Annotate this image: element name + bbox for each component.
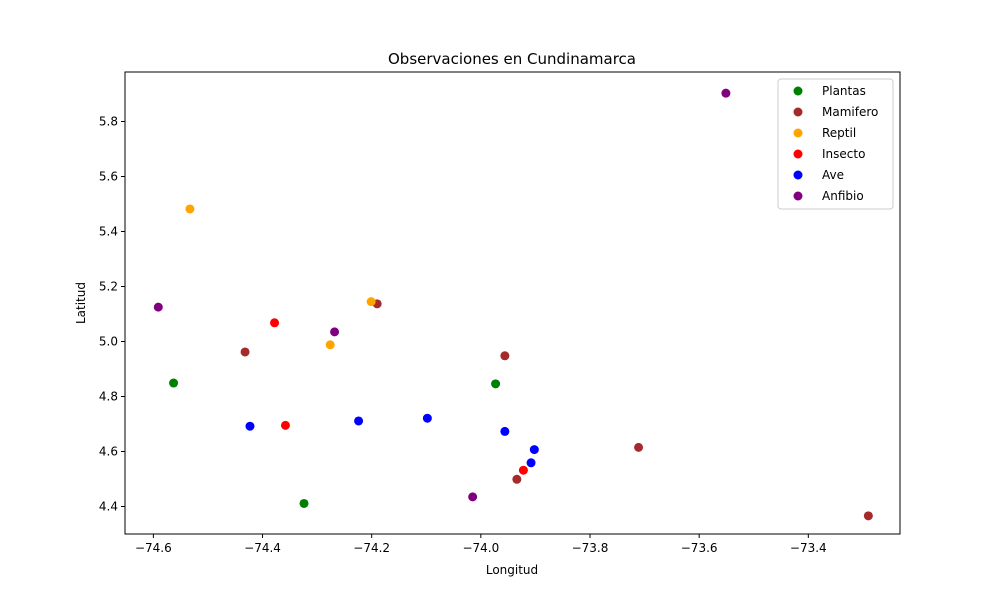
- point-ave: [354, 416, 364, 426]
- legend-label-reptil: Reptil: [822, 126, 856, 140]
- x-tick-label: −73.6: [681, 541, 718, 555]
- point-mamifero: [500, 351, 510, 361]
- legend-label-anfibio: Anfibio: [822, 189, 864, 203]
- legend-marker-anfibio: [793, 191, 803, 201]
- legend-marker-ave: [793, 170, 803, 180]
- point-anfibio: [468, 492, 478, 502]
- x-axis-ticks: −74.6 −74.4 −74.2 −74.0 −73.8 −73.6 −73.4: [135, 534, 827, 555]
- point-reptil: [185, 204, 195, 214]
- point-insecto: [280, 420, 290, 430]
- x-tick-label: −73.8: [572, 541, 609, 555]
- point-ave: [500, 426, 510, 436]
- point-anfibio: [721, 88, 731, 98]
- y-tick-label: 5.4: [99, 225, 118, 239]
- x-axis-title: Longitud: [486, 563, 538, 577]
- legend-marker-plantas: [793, 86, 803, 96]
- point-mamifero: [512, 474, 522, 484]
- point-ave: [526, 458, 536, 468]
- point-insecto: [270, 318, 280, 328]
- y-axis-title: Latitud: [74, 282, 88, 324]
- legend-marker-mamifero: [793, 107, 803, 117]
- point-plantas: [299, 498, 309, 508]
- y-tick-label: 4.4: [99, 500, 118, 514]
- y-axis-ticks: 4.4 4.6 4.8 5.0 5.2 5.4 5.6 5.8: [99, 115, 125, 514]
- point-mamifero: [634, 442, 644, 452]
- x-tick-label: −74.4: [244, 541, 281, 555]
- point-ave: [529, 445, 539, 455]
- y-tick-label: 5.2: [99, 280, 118, 294]
- legend-marker-reptil: [793, 128, 803, 138]
- legend-label-insecto: Insecto: [822, 147, 865, 161]
- point-ave: [422, 413, 432, 423]
- legend-label-ave: Ave: [822, 168, 844, 182]
- y-tick-label: 4.8: [99, 390, 118, 404]
- plot-area-frame: [124, 71, 901, 535]
- y-tick-label: 4.6: [99, 445, 118, 459]
- x-tick-label: −74.0: [462, 541, 499, 555]
- point-reptil: [366, 297, 376, 307]
- chart-title: Observaciones en Cundinamarca: [388, 50, 636, 68]
- legend-label-plantas: Plantas: [822, 84, 866, 98]
- point-reptil: [325, 340, 335, 350]
- point-mamifero: [863, 511, 873, 521]
- x-tick-label: −74.6: [135, 541, 172, 555]
- y-tick-label: 5.0: [99, 335, 118, 349]
- point-insecto: [518, 465, 528, 475]
- legend: Plantas Mamifero Reptil Insecto Ave Anfibio: [777, 78, 894, 210]
- point-ave: [245, 421, 255, 431]
- point-anfibio: [330, 327, 340, 337]
- x-tick-label: −74.2: [353, 541, 390, 555]
- x-tick-label: −73.4: [790, 541, 827, 555]
- point-anfibio: [153, 302, 163, 312]
- point-plantas: [491, 379, 501, 389]
- y-tick-label: 5.8: [99, 115, 118, 129]
- point-plantas: [169, 378, 179, 388]
- data-points: [153, 88, 873, 521]
- point-mamifero: [240, 347, 250, 357]
- legend-label-mamifero: Mamifero: [822, 105, 878, 119]
- y-tick-label: 5.6: [99, 170, 118, 184]
- legend-marker-insecto: [793, 149, 803, 159]
- legend-box: [777, 78, 894, 210]
